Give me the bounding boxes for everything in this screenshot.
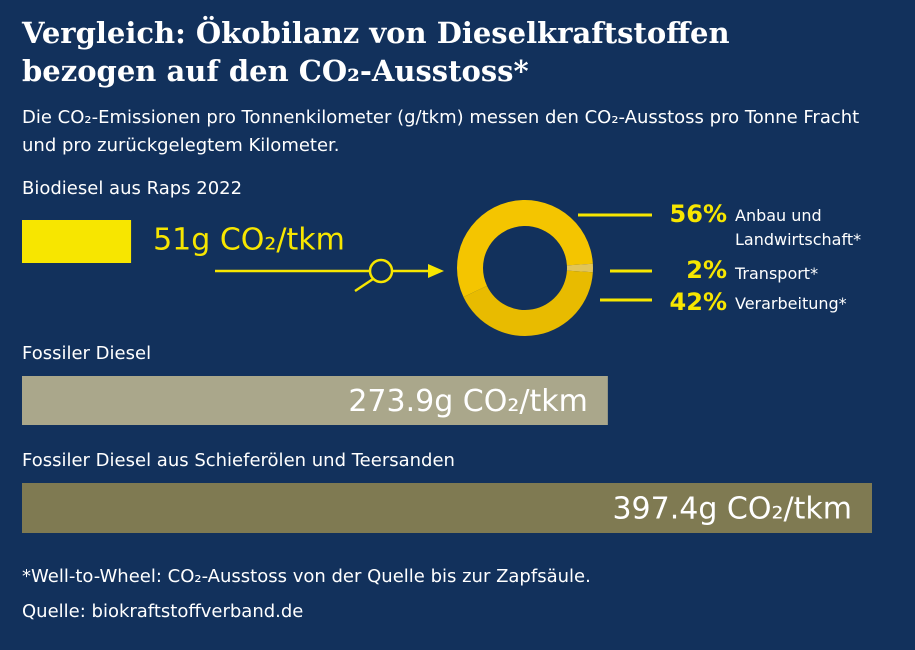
value-label: 397.4g CO₂/tkm [612, 492, 852, 527]
value-label: 51g CO₂/tkm [153, 223, 345, 258]
donut-segment [566, 263, 593, 273]
donut-segment [463, 270, 593, 336]
arrow [215, 258, 444, 293]
leader-lines [578, 213, 652, 302]
category-label: Fossiler Diesel [22, 343, 152, 364]
percent-label: 2% [686, 256, 727, 284]
bar [22, 220, 132, 263]
category-label: Biodiesel aus Raps 2022 [22, 178, 243, 199]
source: Quelle: biokraftstoffverband.de [22, 601, 304, 622]
segment-label: Verarbeitung* [735, 294, 847, 313]
donut-segment [457, 200, 593, 297]
title: Vergleich: Ökobilanz von Dieselkraftstof… [22, 16, 730, 88]
bar [22, 483, 872, 533]
percent-label: 42% [670, 288, 727, 316]
value-label: 273.9g CO₂/tkm [348, 384, 588, 419]
percent-label: 56% [670, 200, 727, 228]
segment-label: Anbau und Landwirtschaft* [735, 206, 862, 249]
footnote: *Well-to-Wheel: CO₂-Ausstoss von der Que… [22, 566, 591, 587]
category-label: Fossiler Diesel aus Schieferölen und Tee… [22, 450, 455, 471]
segment-label: Transport* [735, 264, 819, 283]
bar [22, 376, 608, 425]
subtitle: Die CO₂-Emissionen pro Tonnenkilometer (… [22, 107, 860, 156]
